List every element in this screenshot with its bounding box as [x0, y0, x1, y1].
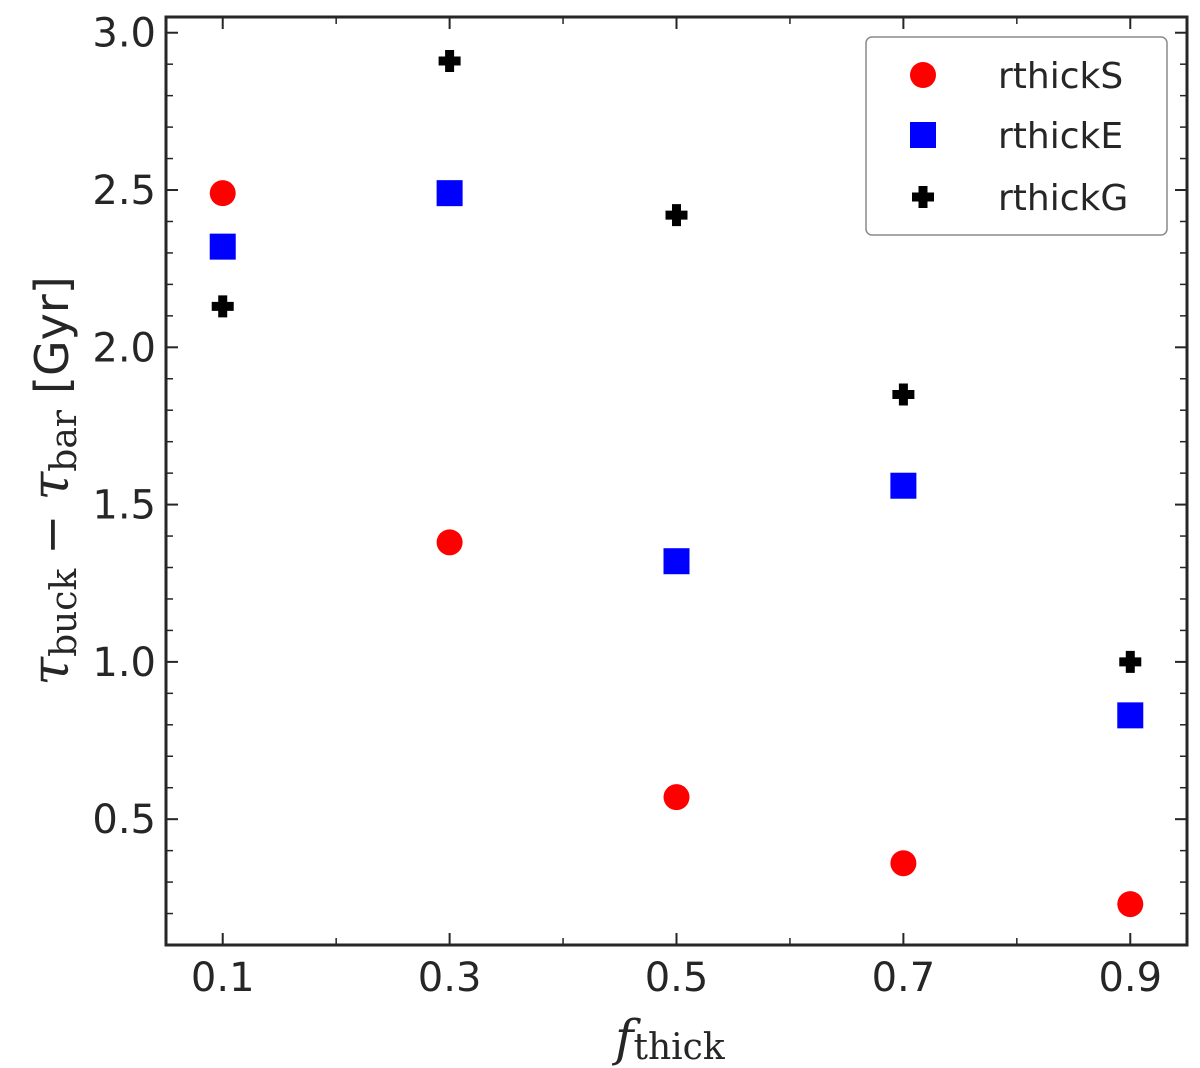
y-axis-label-tau-2: τ: [21, 470, 81, 500]
data-point-rthickE: [890, 472, 917, 499]
y-axis-label-tau-1: τ: [21, 656, 81, 686]
plot-area-frame: [164, 15, 1189, 947]
x-tick-label: 0.3: [418, 955, 482, 1001]
x-tick-label: 0.9: [1098, 955, 1162, 1001]
points-layer: [209, 50, 1144, 918]
y-axis-label-minus: −: [24, 514, 80, 554]
x-axis-label-sub: thick: [634, 1027, 726, 1068]
legend-label-rthickE: rthickE: [998, 116, 1123, 157]
data-point-rthickE: [1117, 702, 1144, 729]
data-point-rthickS: [663, 784, 690, 811]
y-axis-label-sub-bar: bar: [44, 409, 85, 472]
data-point-rthickE: [209, 233, 236, 260]
y-tick-label: 3.0: [92, 11, 156, 57]
legend-marker-rthickG: [912, 186, 934, 208]
x-axis-label: fthick: [611, 1009, 726, 1068]
legend-label-rthickS: rthickS: [998, 56, 1123, 97]
y-tick-label: 2.5: [92, 168, 156, 214]
data-point-rthickG: [665, 204, 688, 227]
y-axis-label-sub-buck: buck: [44, 568, 85, 657]
legend-marker-rthickS: [910, 62, 936, 88]
legend-label-rthickG: rthickG: [998, 178, 1128, 219]
data-point-rthickE: [436, 180, 463, 207]
legend-marker-rthickE: [910, 122, 936, 148]
ticks-layer: 0.1 0.3 0.5 0.7 0.9 0.5 1.0 1.5 2.0 2.5 3.0: [92, 11, 1187, 1001]
x-tick-label: 0.5: [645, 955, 709, 1001]
data-point-rthickS: [209, 180, 236, 207]
legend-box: [865, 36, 1168, 236]
x-tick-label: 0.7: [872, 955, 936, 1001]
data-point-rthickG: [1119, 650, 1142, 673]
y-tick-label: 2.0: [92, 325, 156, 371]
data-point-rthickS: [890, 850, 917, 877]
data-point-rthickS: [436, 529, 463, 556]
y-tick-label: 1.5: [92, 483, 156, 529]
data-point-rthickG: [438, 50, 461, 73]
data-point-rthickE: [663, 548, 690, 575]
y-tick-label: 0.5: [92, 797, 156, 843]
legend-items: rthickS rthickE rthickG: [910, 56, 1128, 219]
x-tick-label: 0.1: [191, 955, 255, 1001]
legend: rthickS rthickE rthickG: [865, 36, 1168, 236]
y-axis-label: τbuck−τbar[Gyr]: [21, 276, 85, 685]
data-point-rthickS: [1117, 891, 1144, 918]
data-point-rthickG: [211, 295, 234, 318]
data-point-rthickG: [892, 383, 915, 406]
y-axis-label-unit: [Gyr]: [25, 276, 79, 394]
y-tick-label: 1.0: [92, 640, 156, 686]
